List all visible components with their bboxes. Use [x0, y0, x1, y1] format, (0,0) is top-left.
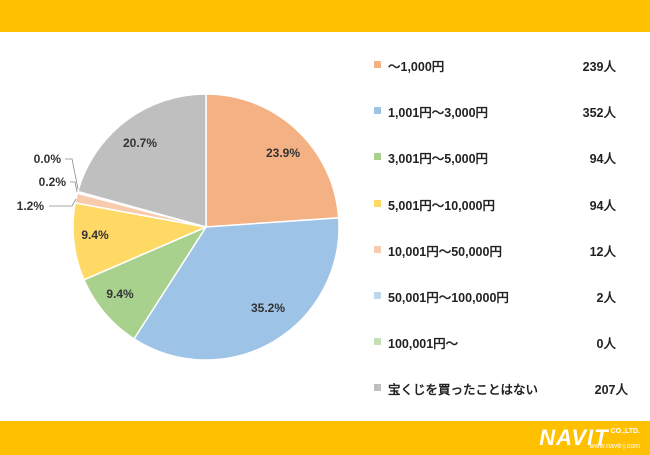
- leader-line-4: [49, 198, 77, 207]
- legend-item: 50,001円～100,000円 2人: [374, 281, 644, 327]
- legend-item: 宝くじを買ったことはない 207人: [374, 373, 644, 419]
- pie-slice-3: [72, 202, 209, 281]
- pie-slice-2: [82, 225, 208, 340]
- legend-item: ～1,000円 239人: [374, 50, 644, 96]
- legend-swatch: [374, 384, 381, 392]
- legend-count: 94人: [589, 198, 616, 213]
- pie-slice-7: [76, 93, 207, 228]
- legend-count: 2人: [596, 290, 616, 305]
- pct-label-7: 20.7%: [123, 136, 157, 150]
- pct-label-5: 0.2%: [39, 175, 67, 189]
- legend: ～1,000円 239人 1,001円～3,000円 352人 3,001円～5,000…: [374, 50, 644, 420]
- legend-count: 0人: [596, 337, 616, 352]
- legend-swatch: [374, 153, 381, 161]
- pct-label-2: 9.4%: [106, 287, 134, 301]
- legend-label: 10,001円～50,000円: [388, 244, 502, 259]
- pct-label-6: 0.0%: [34, 152, 62, 166]
- legend-label: 5,001円～10,000円: [388, 198, 496, 213]
- legend-item: 1,001円～3,000円 352人: [374, 96, 644, 142]
- top-band: [0, 0, 650, 32]
- pct-label-3: 9.4%: [81, 228, 109, 242]
- pie-chart: 23.9% 35.2% 9.4% 9.4% 1.2% 0.2% 0.0% 20.7%: [17, 93, 340, 361]
- brand-company-suffix: CO.,LTD.: [610, 428, 640, 435]
- pie-slice-0: [205, 93, 340, 228]
- legend-label: 100,001円～: [388, 337, 459, 352]
- legend-swatch: [374, 338, 381, 346]
- legend-item: 10,001円～50,000円 12人: [374, 235, 644, 281]
- pie-slice-1: [132, 217, 340, 361]
- brand-logo: NAVIT CO.,LTD. www.navit-j.com: [539, 424, 640, 452]
- leader-line-5: [70, 181, 78, 193]
- legend-count: 94人: [589, 152, 616, 167]
- brand-url: www.navit-j.com: [589, 443, 640, 450]
- legend-count: 239人: [582, 60, 616, 74]
- legend-count: 207人: [594, 383, 628, 398]
- pct-label-1: 35.2%: [251, 301, 285, 315]
- legend-swatch: [374, 291, 381, 299]
- legend-count: 12人: [589, 244, 616, 259]
- brand-logo-text: NAVIT: [539, 425, 609, 450]
- leader-line-6: [65, 158, 79, 190]
- legend-swatch: [374, 107, 381, 115]
- bottom-band: [0, 421, 650, 455]
- legend-count: 352人: [582, 106, 616, 121]
- legend-item: 3,001円～5,000円 94人: [374, 142, 644, 188]
- legend-label: 50,001円～100,000円: [388, 290, 509, 305]
- legend-item: 100,001円～ 0人: [374, 327, 644, 373]
- legend-label: 1,001円～3,000円: [388, 106, 489, 121]
- legend-swatch: [374, 245, 381, 253]
- pct-label-0: 23.9%: [266, 146, 300, 160]
- legend-label: 3,001円～5,000円: [388, 152, 489, 167]
- legend-label: ～1,000円: [388, 60, 445, 74]
- legend-swatch: [374, 61, 381, 68]
- legend-label: 宝くじを買ったことはない: [388, 383, 539, 398]
- legend-swatch: [374, 199, 381, 207]
- pct-label-4: 1.2%: [17, 199, 45, 213]
- legend-item: 5,001円～10,000円 94人: [374, 189, 644, 235]
